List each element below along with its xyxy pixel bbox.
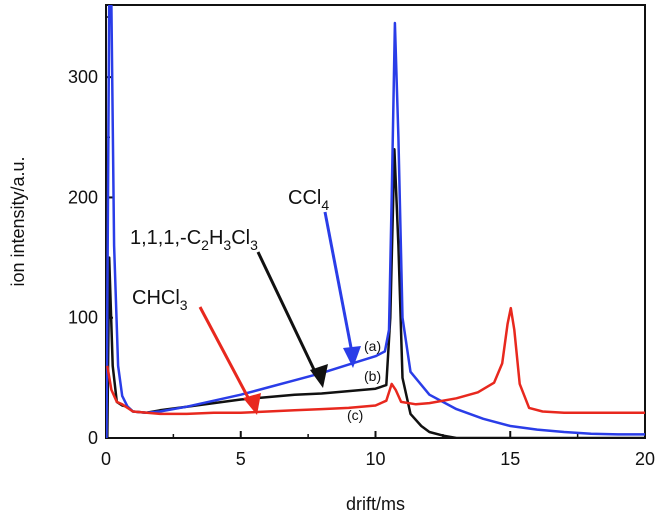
tca-arrow	[256, 251, 320, 379]
chcl3-arrow	[198, 306, 254, 406]
x-tick-label: 5	[236, 449, 246, 469]
x-tick-label: 20	[635, 449, 655, 469]
y-tick-label: 300	[68, 67, 98, 87]
annotation-group: CCl4 1,1,1,-C2H3Cl3 CHCl3 (a) (b) (c)	[130, 187, 381, 423]
y-axis-title: ion intensity/a.u.	[8, 156, 28, 286]
chcl3-arrowhead	[243, 393, 261, 415]
y-tick-label: 0	[88, 428, 98, 448]
series-c-label: (c)	[347, 407, 363, 423]
series-line-2	[106, 306, 645, 416]
series-a-label: (a)	[364, 338, 381, 354]
tca-arrowhead	[310, 364, 328, 388]
series-line-0	[106, 5, 645, 438]
tca-label: 1,1,1,-C2H3Cl3	[130, 227, 258, 253]
chcl3-label: CHCl3	[132, 287, 188, 313]
x-tick-label: 15	[500, 449, 520, 469]
series-b-label: (b)	[364, 368, 381, 384]
ccl4-arrow	[323, 211, 355, 359]
x-tick-label: 0	[101, 449, 111, 469]
series-line-1	[106, 148, 645, 438]
ccl4-arrowhead	[343, 346, 361, 368]
series-group	[106, 5, 645, 438]
y-tick-label: 200	[68, 187, 98, 207]
x-tick-label: 10	[365, 449, 385, 469]
x-axis-title: drift/ms	[346, 494, 405, 514]
y-tick-label: 100	[68, 308, 98, 328]
ccl4-label: CCl4	[288, 187, 329, 213]
